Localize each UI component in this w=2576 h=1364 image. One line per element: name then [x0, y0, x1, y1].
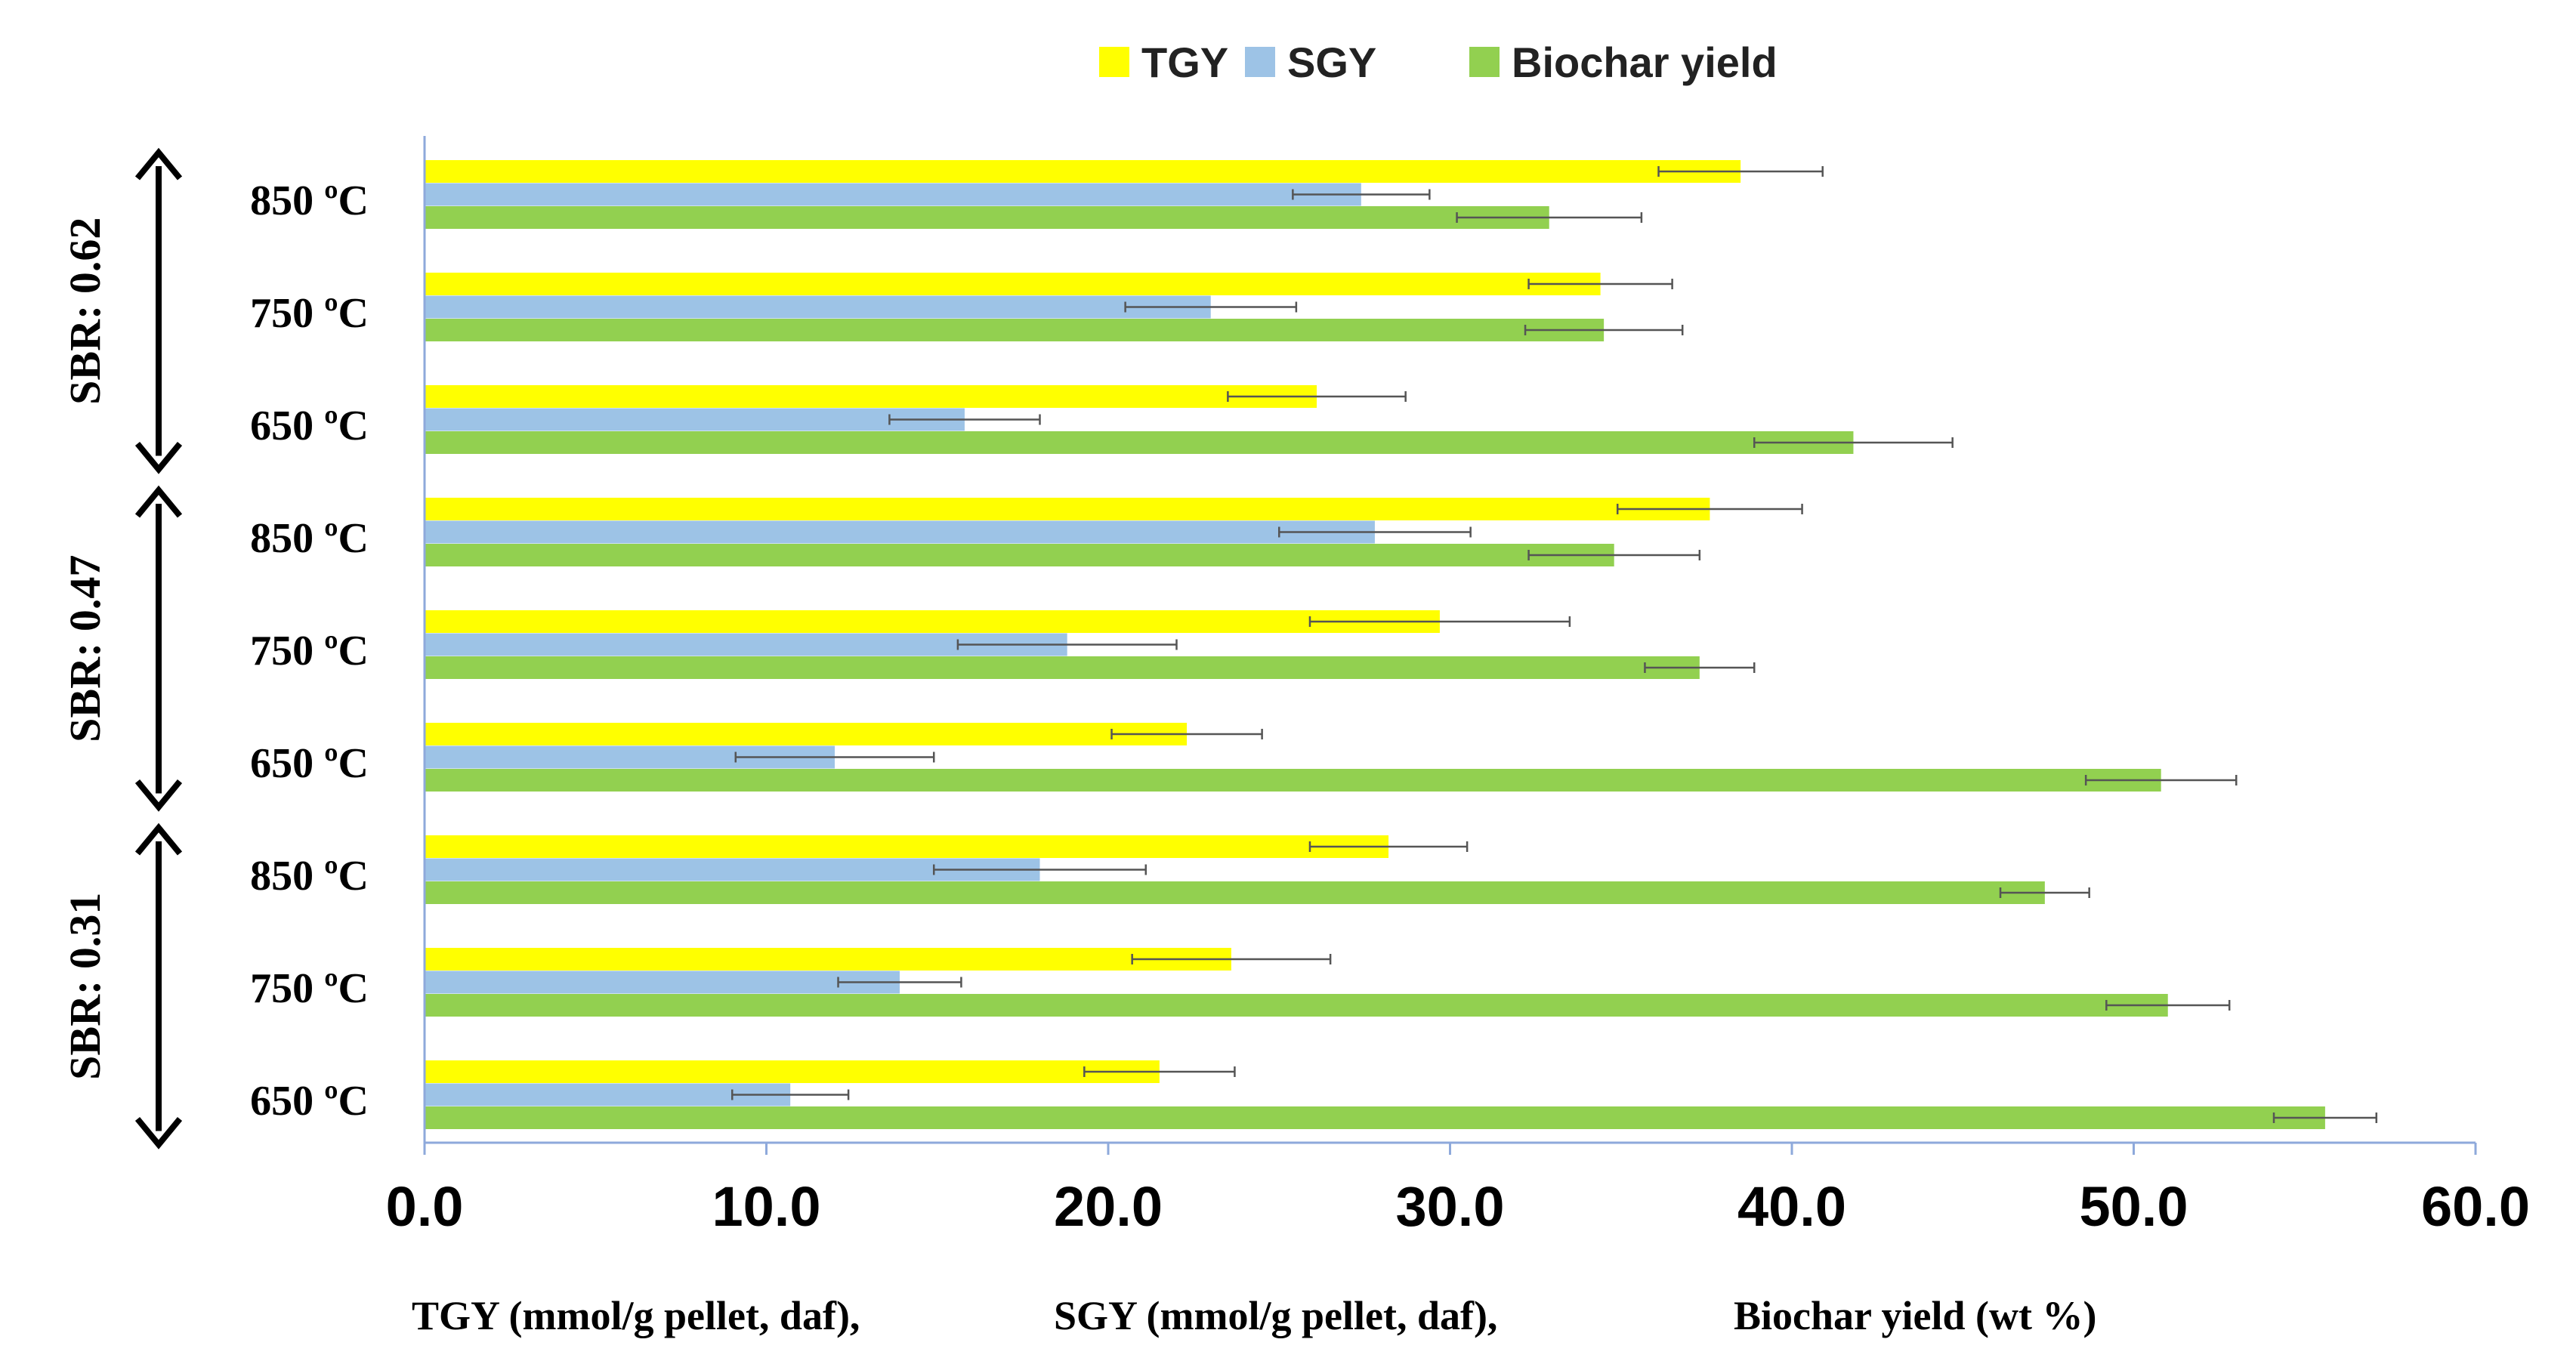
- bar-sgy: [425, 971, 900, 994]
- x-tick-label: 0.0: [386, 1175, 464, 1238]
- group-label: SBR: 0.62: [60, 218, 110, 405]
- category-label: 650 ºC: [250, 740, 369, 787]
- legend-swatch: [1469, 47, 1500, 77]
- x-axis-title-part: Biochar yield (wt %): [1734, 1293, 2096, 1338]
- arrow-down-icon: [134, 779, 183, 812]
- x-tick-label: 60.0: [2421, 1175, 2530, 1238]
- legend-swatch: [1245, 47, 1275, 77]
- category-label: 650 ºC: [250, 403, 369, 449]
- legend-label: TGY: [1141, 39, 1228, 86]
- x-tick-label: 40.0: [1737, 1175, 1846, 1238]
- arrow-up-icon: [134, 147, 183, 181]
- bar-biochar-yield: [425, 544, 1614, 566]
- x-axis-title-part: SGY (mmol/g pellet, daf),: [1054, 1293, 1497, 1338]
- category-labels: 850 ºC 750 ºC 650 ºC 850 ºC 750 ºC 650 ºC 850 …: [250, 177, 369, 1125]
- bar-biochar-yield: [425, 1106, 2325, 1129]
- arrow-down-icon: [134, 1116, 183, 1150]
- category-label: 750 ºC: [250, 290, 369, 337]
- category-label: 650 ºC: [250, 1078, 369, 1125]
- bar-tgy: [425, 498, 1710, 520]
- category-label: 850 ºC: [250, 853, 369, 900]
- bar-tgy: [425, 160, 1741, 183]
- x-tick-label: 50.0: [2079, 1175, 2188, 1238]
- bar-biochar-yield: [425, 881, 2045, 904]
- x-axis-title: TGY (mmol/g pellet, daf), SGY (mmol/g pel…: [412, 1293, 2096, 1338]
- legend-swatch: [1099, 47, 1129, 77]
- category-label: 850 ºC: [250, 515, 369, 562]
- arrow-up-icon: [134, 485, 183, 518]
- bar-biochar-yield: [425, 319, 1605, 341]
- category-label: 850 ºC: [250, 177, 369, 224]
- group-label: SBR: 0.31: [60, 893, 110, 1080]
- error-bars: [731, 166, 2378, 1123]
- bar-sgy: [425, 408, 965, 431]
- bar-tgy: [425, 948, 1231, 971]
- bar-biochar-yield: [425, 206, 1549, 229]
- arrow-up-icon: [134, 822, 183, 856]
- bar-sgy: [425, 520, 1375, 544]
- x-axis: 0.0 10.0 20.0 30.0 40.0 50.0 60.0: [386, 136, 2530, 1238]
- legend-label: Biochar yield: [1512, 39, 1778, 86]
- bar-tgy: [425, 273, 1601, 295]
- bar-plot-area: [425, 160, 2325, 1129]
- group-labels: SBR: 0.62 SBR: 0.47 SBR: 0.31: [60, 147, 183, 1150]
- arrow-down-icon: [134, 441, 183, 474]
- bar-tgy: [425, 610, 1440, 633]
- bar-biochar-yield: [425, 994, 2168, 1017]
- category-label: 750 ºC: [250, 628, 369, 674]
- bar-sgy: [425, 1083, 791, 1106]
- legend: TGY SGY Biochar yield: [1099, 39, 1778, 86]
- bar-biochar-yield: [425, 769, 2161, 792]
- x-tick-label: 10.0: [712, 1175, 820, 1238]
- x-axis-title-part: TGY (mmol/g pellet, daf),: [412, 1293, 860, 1338]
- x-tick-label: 30.0: [1395, 1175, 1504, 1238]
- x-tick-label: 20.0: [1054, 1175, 1163, 1238]
- category-label: 750 ºC: [250, 965, 369, 1012]
- bar-sgy: [425, 183, 1361, 206]
- bar-tgy: [425, 1060, 1160, 1083]
- bar-tgy: [425, 835, 1389, 858]
- bar-tgy: [425, 723, 1188, 745]
- bar-sgy: [425, 295, 1211, 319]
- bar-biochar-yield: [425, 656, 1700, 679]
- group-label: SBR: 0.47: [60, 555, 110, 742]
- bar-tgy: [425, 385, 1317, 408]
- bar-biochar-yield: [425, 431, 1854, 454]
- legend-label: SGY: [1287, 39, 1376, 86]
